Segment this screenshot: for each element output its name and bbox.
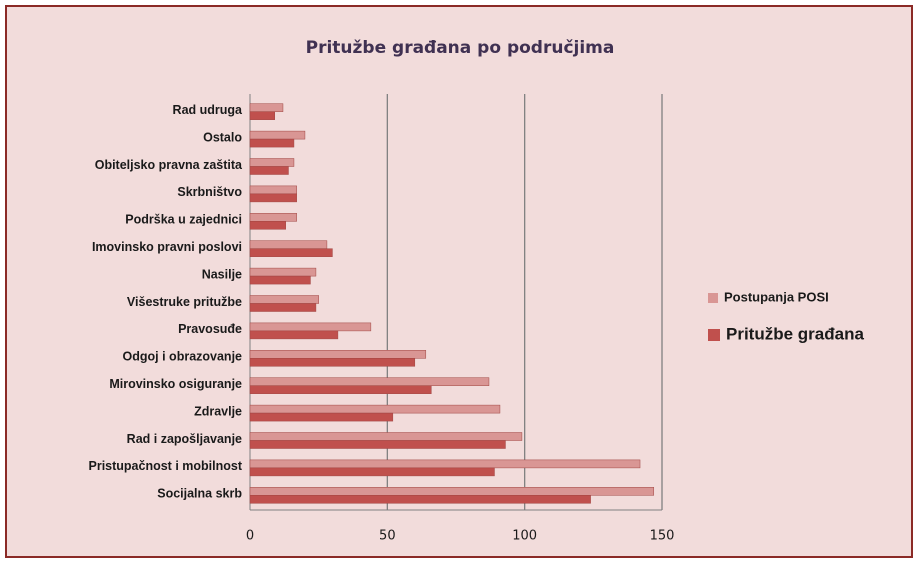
bar — [249, 213, 297, 222]
y-tick-label: Obiteljsko pravna zaštita — [95, 158, 243, 172]
bar — [249, 385, 432, 394]
bar — [249, 330, 339, 340]
bar — [249, 487, 655, 496]
y-tick-label: Mirovinsko osiguranje — [109, 377, 242, 391]
bar — [249, 412, 394, 422]
bar — [249, 459, 641, 469]
bar — [249, 103, 284, 112]
bar — [249, 111, 275, 120]
y-tick-label: Rad i zapošljavanje — [127, 432, 242, 446]
bar — [249, 130, 306, 140]
x-tick-label: 150 — [650, 529, 675, 544]
legend-swatch — [708, 293, 718, 303]
bar — [249, 267, 317, 277]
bar — [249, 440, 506, 449]
y-tick-label: Skrbništvo — [177, 185, 242, 199]
legend-swatch — [708, 329, 720, 341]
y-tick-label: Pravosuđe — [178, 322, 242, 336]
bar — [249, 240, 328, 249]
legend-label: Pritužbe građana — [726, 324, 864, 343]
bar — [249, 404, 501, 414]
x-tick-label: 100 — [512, 529, 537, 544]
x-tick-label: 50 — [379, 529, 396, 544]
bar — [249, 495, 591, 504]
chart-title: Pritužbe građana po područjima — [306, 38, 615, 58]
y-tick-label: Višestruke pritužbe — [127, 295, 242, 309]
bar — [249, 138, 295, 148]
bar — [249, 377, 490, 386]
bar — [249, 322, 372, 332]
bar — [249, 358, 416, 367]
legend-label: Postupanja POSI — [724, 289, 829, 304]
bar — [249, 350, 427, 359]
y-tick-label: Nasilje — [202, 267, 242, 281]
y-tick-label: Imovinsko pravni poslovi — [92, 240, 242, 254]
bar — [249, 467, 495, 477]
bar — [249, 193, 297, 203]
y-tick-label: Podrška u zajednici — [125, 213, 242, 227]
y-tick-label: Rad udruga — [173, 103, 243, 117]
bar — [249, 432, 523, 441]
bar — [249, 248, 333, 257]
x-tick-label: 0 — [246, 529, 254, 544]
bar — [249, 166, 289, 175]
bar — [249, 158, 295, 167]
y-tick-label: Odgoj i obrazovanje — [123, 350, 243, 364]
y-tick-label: Pristupačnost i mobilnost — [89, 459, 243, 473]
bar — [249, 295, 319, 304]
bar — [249, 185, 297, 195]
bar — [249, 275, 311, 285]
y-tick-label: Ostalo — [203, 130, 242, 144]
y-tick-label: Socijalna skrb — [157, 487, 242, 501]
bar — [249, 303, 317, 312]
y-tick-label: Zdravlje — [194, 404, 242, 418]
bar — [249, 221, 286, 230]
